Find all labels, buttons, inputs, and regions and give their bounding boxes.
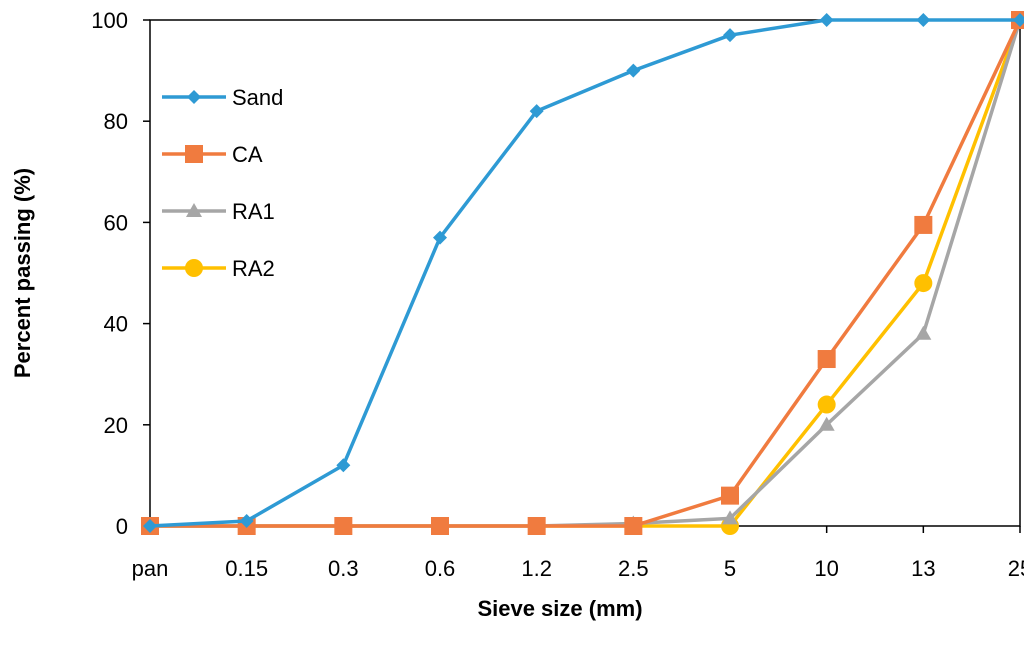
y-tick-label: 100	[91, 8, 128, 33]
x-tick-label: 0.3	[328, 556, 359, 581]
x-tick-label: 10	[814, 556, 838, 581]
data-point-sand	[143, 519, 157, 533]
x-tick-label: 0.15	[225, 556, 268, 581]
y-axis: 0 20 40 60 80 100	[91, 8, 150, 539]
legend-label-ra2: RA2	[232, 256, 275, 281]
x-axis: pan 0.15 0.3 0.6 1.2 2.5 5 10 13 25	[132, 526, 1024, 581]
x-tick-label: 25	[1008, 556, 1024, 581]
y-tick-label: 20	[104, 413, 128, 438]
data-point-ca	[817, 350, 836, 369]
data-point-sand	[1013, 13, 1024, 27]
legend-label-sand: Sand	[232, 85, 283, 110]
data-point-ra2	[914, 274, 933, 293]
x-tick-label: 0.6	[425, 556, 456, 581]
data-point-sand	[916, 13, 931, 27]
data-point-ra1	[722, 510, 738, 525]
legend-marker-ra1	[186, 203, 202, 217]
data-point-sand	[239, 513, 254, 528]
plot-area	[149, 19, 1021, 527]
data-point-ra1	[818, 416, 835, 431]
data-point-ca	[334, 517, 353, 535]
data-point-sand	[336, 458, 351, 473]
data-point-sand	[626, 63, 641, 78]
legend-label-ra1: RA1	[232, 199, 275, 224]
y-axis-title: Percent passing (%)	[10, 168, 35, 378]
x-axis-title: Sieve size (mm)	[477, 596, 642, 621]
data-point-ca	[624, 517, 643, 535]
data-point-ca	[527, 517, 546, 535]
x-tick-label: 5	[724, 556, 736, 581]
data-point-ra1	[915, 325, 932, 340]
data-point-ca	[721, 486, 739, 505]
legend: Sand CA RA1 RA2	[162, 85, 283, 281]
data-point-sand	[723, 28, 737, 43]
series-layer	[141, 11, 1024, 535]
x-tick-label: 13	[911, 556, 935, 581]
legend-label-ca: CA	[232, 142, 263, 167]
y-tick-label: 80	[104, 109, 128, 134]
legend-marker-ca	[185, 145, 203, 163]
data-point-sand	[529, 104, 544, 119]
x-tick-label: 1.2	[521, 556, 552, 581]
legend-item-ca: CA	[162, 142, 263, 167]
legend-marker-sand	[187, 90, 201, 104]
legend-marker-ra2	[185, 259, 203, 277]
data-point-ra2	[817, 395, 836, 414]
y-tick-label: 60	[104, 210, 128, 235]
y-tick-label: 0	[116, 514, 128, 539]
data-point-ca	[431, 517, 449, 535]
x-tick-label: pan	[132, 556, 169, 581]
x-tick-label: 2.5	[618, 556, 649, 581]
y-tick-label: 40	[104, 312, 128, 337]
data-point-sand	[819, 13, 834, 27]
legend-item-ra1: RA1	[162, 199, 275, 224]
data-point-ca	[914, 215, 933, 234]
data-point-sand	[433, 230, 447, 245]
legend-item-ra2: RA2	[162, 256, 275, 281]
series-line-sand	[149, 18, 1020, 528]
series-line-ca	[150, 19, 1022, 528]
series-sand	[143, 13, 1024, 533]
legend-item-sand: Sand	[162, 85, 283, 110]
